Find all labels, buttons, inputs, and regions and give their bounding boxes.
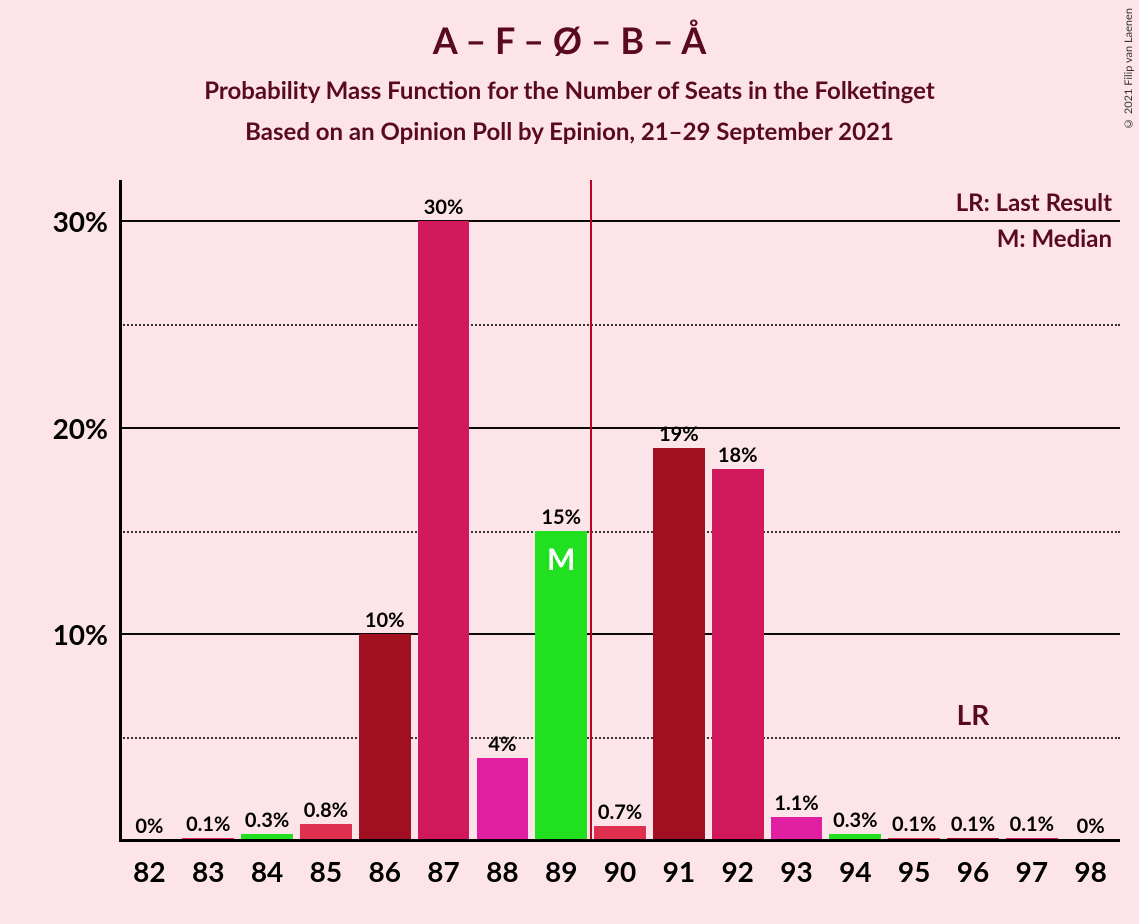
- bar: 0.8%: [300, 824, 352, 841]
- xtick-label: 84: [251, 840, 283, 888]
- xtick-label: 82: [133, 840, 165, 888]
- bar-value-label: 18%: [718, 443, 758, 469]
- bar-value-label: 0.1%: [892, 812, 936, 838]
- bar: 19%: [653, 448, 705, 840]
- bar-slot: 18%92: [708, 180, 767, 840]
- xtick-label: 89: [545, 840, 577, 888]
- bar-value-label: 0%: [1077, 814, 1105, 840]
- bar-value-label: 4%: [488, 732, 516, 758]
- bar-slot: 0%82: [120, 180, 179, 840]
- xtick-label: 96: [957, 840, 989, 888]
- bar-value-label: 0.3%: [833, 808, 877, 834]
- bar-value-label: 0.1%: [186, 812, 230, 838]
- bar-value-label: 0.1%: [951, 812, 995, 838]
- bar: 18%: [712, 469, 764, 840]
- bar-slot: 19%91: [649, 180, 708, 840]
- bar-value-label: 0%: [135, 814, 163, 840]
- bar-value-label: 0.7%: [598, 800, 642, 826]
- median-marker: M: [547, 541, 575, 577]
- bar-slot: 0.7%90: [591, 180, 650, 840]
- bar-slot: 0.3%84: [238, 180, 297, 840]
- ytick-label: 10%: [53, 617, 120, 651]
- bar-slot: 0.8%85: [296, 180, 355, 840]
- xtick-label: 94: [839, 840, 871, 888]
- xtick-label: 85: [310, 840, 342, 888]
- copyright-text: © 2021 Filip van Laenen: [1122, 8, 1135, 130]
- bar: 15%M: [535, 531, 587, 840]
- y-axis: [119, 180, 122, 842]
- chart-subtitle-2: Based on an Opinion Poll by Epinion, 21–…: [0, 105, 1139, 146]
- bar-value-label: 0.3%: [245, 808, 289, 834]
- xtick-label: 83: [192, 840, 224, 888]
- legend-median: M: Median: [997, 224, 1112, 253]
- bar-value-label: 19%: [659, 422, 699, 448]
- bar: 0.7%: [594, 826, 646, 840]
- bar-slot: 0.3%94: [826, 180, 885, 840]
- bar-slot: 0.1%96: [944, 180, 1003, 840]
- bar-value-label: 1.1%: [774, 791, 818, 817]
- legend-lr: LR: Last Result: [956, 188, 1112, 217]
- bar: 10%: [359, 634, 411, 840]
- bar: 30%: [418, 221, 470, 840]
- bar-slot: 1.1%93: [767, 180, 826, 840]
- lr-marker: LR: [957, 697, 990, 731]
- bar-value-label: 30%: [424, 195, 464, 221]
- bar-value-label: 10%: [365, 608, 405, 634]
- bar-slot: 0.1%95: [885, 180, 944, 840]
- bar-slot: 0.1%83: [179, 180, 238, 840]
- xtick-label: 88: [486, 840, 518, 888]
- bar-value-label: 0.8%: [304, 798, 348, 824]
- bar: 1.1%: [771, 817, 823, 840]
- chart-title: A – F – Ø – B – Å: [0, 0, 1139, 62]
- majority-line: [590, 180, 592, 840]
- bar-slot: 10%86: [355, 180, 414, 840]
- chart-subtitle-1: Probability Mass Function for the Number…: [0, 62, 1139, 105]
- xtick-label: 86: [368, 840, 400, 888]
- xtick-label: 91: [663, 840, 695, 888]
- xtick-label: 97: [1016, 840, 1048, 888]
- bar-slot: 30%87: [414, 180, 473, 840]
- xtick-label: 93: [780, 840, 812, 888]
- xtick-label: 92: [721, 840, 753, 888]
- xtick-label: 90: [604, 840, 636, 888]
- xtick-label: 98: [1074, 840, 1106, 888]
- bar-value-label: 0.1%: [1010, 812, 1054, 838]
- bar-slot: 15%M89: [532, 180, 591, 840]
- bar-slot: 0.1%97: [1002, 180, 1061, 840]
- chart-plot-area: 10%20%30%0%820.1%830.3%840.8%8510%8630%8…: [120, 180, 1120, 840]
- x-axis: [119, 839, 1120, 842]
- xtick-label: 87: [427, 840, 459, 888]
- ytick-label: 30%: [53, 204, 120, 238]
- bar-slot: 0%98: [1061, 180, 1120, 840]
- bar-value-label: 15%: [541, 505, 581, 531]
- xtick-label: 95: [898, 840, 930, 888]
- bars-container: 0%820.1%830.3%840.8%8510%8630%874%8815%M…: [120, 180, 1120, 840]
- ytick-label: 20%: [53, 411, 120, 445]
- bar: 4%: [477, 758, 529, 841]
- bar-slot: 4%88: [473, 180, 532, 840]
